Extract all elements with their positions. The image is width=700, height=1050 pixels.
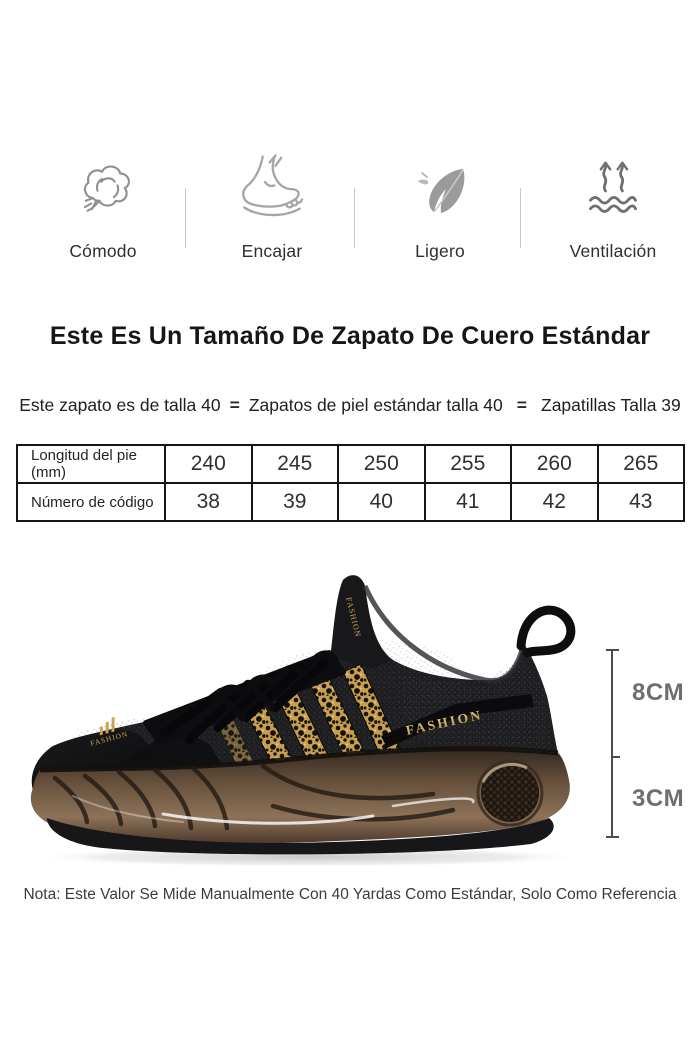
feature-label: Cómodo [69, 241, 137, 261]
row-header: Número de código [16, 482, 166, 522]
feature-separator [185, 188, 186, 248]
feature-label: Ventilación [569, 241, 657, 261]
feature-label: Ligero [415, 241, 465, 261]
feature-label: Encajar [241, 241, 303, 261]
table-cell: 255 [423, 444, 512, 484]
table-cell: 245 [250, 444, 339, 484]
feather-icon [370, 150, 510, 228]
table-cell: 250 [337, 444, 426, 484]
equivalence-item: Zapatillas Talla 39 [541, 395, 681, 415]
feature-comfortable: Cómodo [33, 150, 173, 262]
equals-sign: = [229, 395, 240, 415]
shoe-image: FASHION FASHION [13, 556, 613, 876]
table-cell: 265 [596, 444, 685, 484]
equivalence-item: Zapatos de piel estándar talla 40 [248, 395, 503, 415]
feature-fit: Encajar [202, 150, 342, 262]
foot-icon [202, 150, 342, 228]
feature-separator [520, 188, 521, 248]
reference-note: Nota: Este Valor Se Mide Manualmente Con… [23, 886, 677, 903]
measure-tick-middle [611, 756, 620, 758]
midsole [30, 748, 570, 844]
measure-tick-top [606, 649, 619, 651]
heel-cushion-bubble [476, 759, 544, 827]
row-header: Longitud del pie (mm) [16, 444, 166, 484]
size-equivalence-line: Este zapato es de talla 40 = Zapatos de … [0, 395, 700, 416]
table-cell: 40 [337, 482, 426, 522]
measure-tick-bottom [606, 836, 619, 838]
cotton-icon [33, 150, 173, 228]
height-measure-line [606, 649, 620, 838]
table-cell: 240 [164, 444, 253, 484]
equivalence-item: Este zapato es de talla 40 [19, 395, 221, 415]
table-row-foot-length: Longitud del pie (mm) 240 245 250 255 26… [16, 444, 685, 484]
table-cell: 39 [250, 482, 339, 522]
equals-sign: = [516, 395, 527, 415]
table-cell: 42 [510, 482, 599, 522]
table-cell: 43 [596, 482, 685, 522]
sole-height-label: 3CM [632, 785, 685, 812]
size-table: Longitud del pie (mm) 240 245 250 255 26… [16, 444, 685, 522]
table-cell: 38 [164, 482, 253, 522]
table-row-size-code: Número de código 38 39 40 41 42 43 [16, 482, 685, 522]
feature-separator [354, 188, 355, 248]
upper-height-label: 8CM [632, 679, 685, 706]
heel-brand-band [381, 694, 534, 748]
heel-pull-tab [516, 605, 576, 658]
feature-light: Ligero [370, 150, 510, 262]
outsole [47, 818, 554, 855]
page-title: Este Es Un Tamaño De Zapato De Cuero Est… [49, 322, 651, 350]
table-cell: 41 [423, 482, 512, 522]
feature-ventilation: Ventilación [543, 150, 683, 262]
table-cell: 260 [510, 444, 599, 484]
ventilation-icon [543, 150, 683, 228]
